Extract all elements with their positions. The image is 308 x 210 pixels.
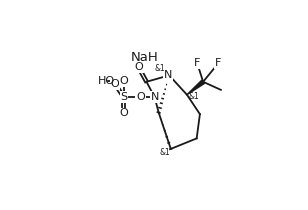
- Text: &1: &1: [189, 92, 200, 101]
- Text: S: S: [120, 92, 128, 102]
- Text: O: O: [134, 62, 143, 72]
- Text: O: O: [120, 76, 129, 86]
- Text: O: O: [111, 79, 120, 89]
- Text: N: N: [164, 70, 172, 80]
- Text: F: F: [194, 58, 201, 68]
- Text: F: F: [214, 58, 221, 68]
- Polygon shape: [187, 80, 205, 95]
- Text: O: O: [136, 92, 145, 102]
- Text: NaH: NaH: [131, 51, 159, 64]
- Text: &1: &1: [160, 148, 171, 157]
- Text: N: N: [150, 92, 159, 102]
- Text: HO: HO: [98, 76, 115, 86]
- Text: &1: &1: [155, 64, 166, 73]
- Text: O: O: [120, 108, 128, 118]
